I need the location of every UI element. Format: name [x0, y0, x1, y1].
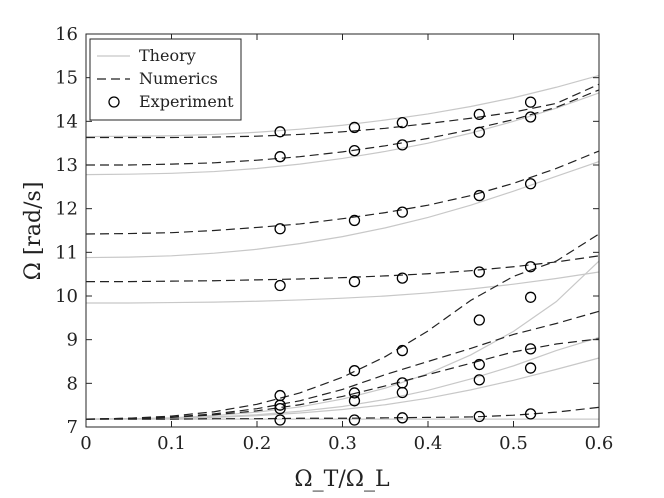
experiment-point-3 [473, 108, 485, 120]
experiment-point-37 [396, 412, 409, 424]
experiment-point-0 [274, 126, 286, 138]
experiment-point-2 [396, 116, 409, 129]
y-tick-label-2: 9 [67, 330, 78, 351]
x-tick-label-5: 0.5 [499, 433, 528, 454]
theory-curve-6 [85, 92, 600, 176]
experiment-point-14 [524, 178, 537, 190]
experiment-point-10 [274, 223, 286, 235]
numerics-curve-9 [85, 310, 600, 420]
experiment-point-34 [274, 403, 286, 415]
experiment-point-31 [396, 386, 409, 399]
experiment-point-39 [524, 408, 537, 420]
marker-layer [274, 96, 537, 426]
x-tick-label-0: 0 [80, 433, 91, 454]
y-tick-label-6: 13 [55, 155, 78, 176]
experiment-point-7 [396, 139, 409, 151]
y-tick-label-4: 11 [55, 242, 78, 263]
y-tick-label-1: 8 [67, 373, 78, 394]
theory-curve-5 [85, 160, 600, 259]
axis-layer: 0 0.1 0.2 0.3 0.4 0.5 0.6 7 8 9 10 11 12 13 14 15 16 [55, 24, 613, 454]
x-tick-label-4: 0.4 [414, 433, 443, 454]
numerics-curve-13 [85, 150, 600, 235]
experiment-point-4 [524, 96, 537, 108]
numerics-curve-10 [85, 338, 600, 420]
experiment-point-18 [473, 266, 485, 278]
experiment-point-6 [348, 144, 361, 157]
legend-numerics-label: Numerics [139, 69, 218, 88]
experiment-point-8 [473, 126, 485, 138]
experiment-point-15 [274, 279, 286, 292]
experiment-point-21 [396, 344, 409, 357]
y-tick-label-9: 16 [55, 24, 78, 45]
experiment-point-12 [396, 206, 409, 218]
experiment-point-23 [524, 291, 537, 303]
experiment-point-32 [473, 374, 485, 386]
experiment-point-29 [274, 399, 286, 411]
experiment-point-38 [473, 410, 485, 423]
theory-curve-2 [85, 357, 600, 420]
y-tick-label-0: 7 [67, 417, 78, 438]
numerics-curve-15 [86, 83, 600, 139]
y-tick-label-5: 12 [55, 199, 78, 220]
experiment-point-24 [274, 389, 286, 402]
experiment-point-16 [348, 275, 361, 288]
x-axis-label: Ω_T/Ω_L [294, 467, 390, 492]
experiment-point-20 [348, 365, 361, 377]
legend-experiment-marker [108, 96, 120, 108]
y-axis-label: Ω [rad/s] [21, 182, 46, 281]
numerics-curve-8 [85, 233, 600, 420]
experiment-point-11 [348, 214, 361, 227]
experiment-point-33 [524, 362, 537, 374]
experiment-point-1 [348, 121, 361, 134]
legend-theory-label: Theory [139, 46, 196, 65]
numerics-curve-14 [86, 89, 600, 166]
experiment-point-35 [274, 414, 286, 426]
x-tick-label-6: 0.6 [585, 433, 614, 454]
series-layer [85, 74, 600, 420]
y-tick-label-7: 14 [55, 111, 78, 132]
theory-curve-4 [86, 271, 600, 304]
numerics-curve-11 [86, 406, 600, 420]
experiment-point-36 [348, 414, 361, 426]
theory-curve-0 [85, 260, 600, 420]
y-tick-label-8: 15 [55, 68, 78, 89]
x-tick-label-3: 0.3 [328, 433, 357, 454]
experiment-point-30 [348, 395, 361, 407]
legend: Theory Numerics Experiment [89, 38, 242, 121]
experiment-point-25 [348, 387, 361, 399]
theory-curve-7 [85, 74, 600, 138]
experiment-point-5 [274, 151, 286, 163]
numerics-curve-12 [86, 255, 600, 283]
x-tick-label-2: 0.2 [243, 433, 272, 454]
experiment-point-28 [524, 343, 537, 355]
experiment-point-19 [524, 261, 537, 273]
legend-experiment-label: Experiment [139, 92, 234, 111]
experiment-point-22 [473, 314, 485, 326]
experiment-point-27 [473, 358, 485, 371]
y-tick-label-3: 10 [55, 286, 78, 307]
experiment-point-13 [473, 189, 485, 202]
x-tick-label-1: 0.1 [157, 433, 186, 454]
experiment-point-17 [396, 272, 409, 284]
experiment-point-9 [524, 111, 537, 123]
